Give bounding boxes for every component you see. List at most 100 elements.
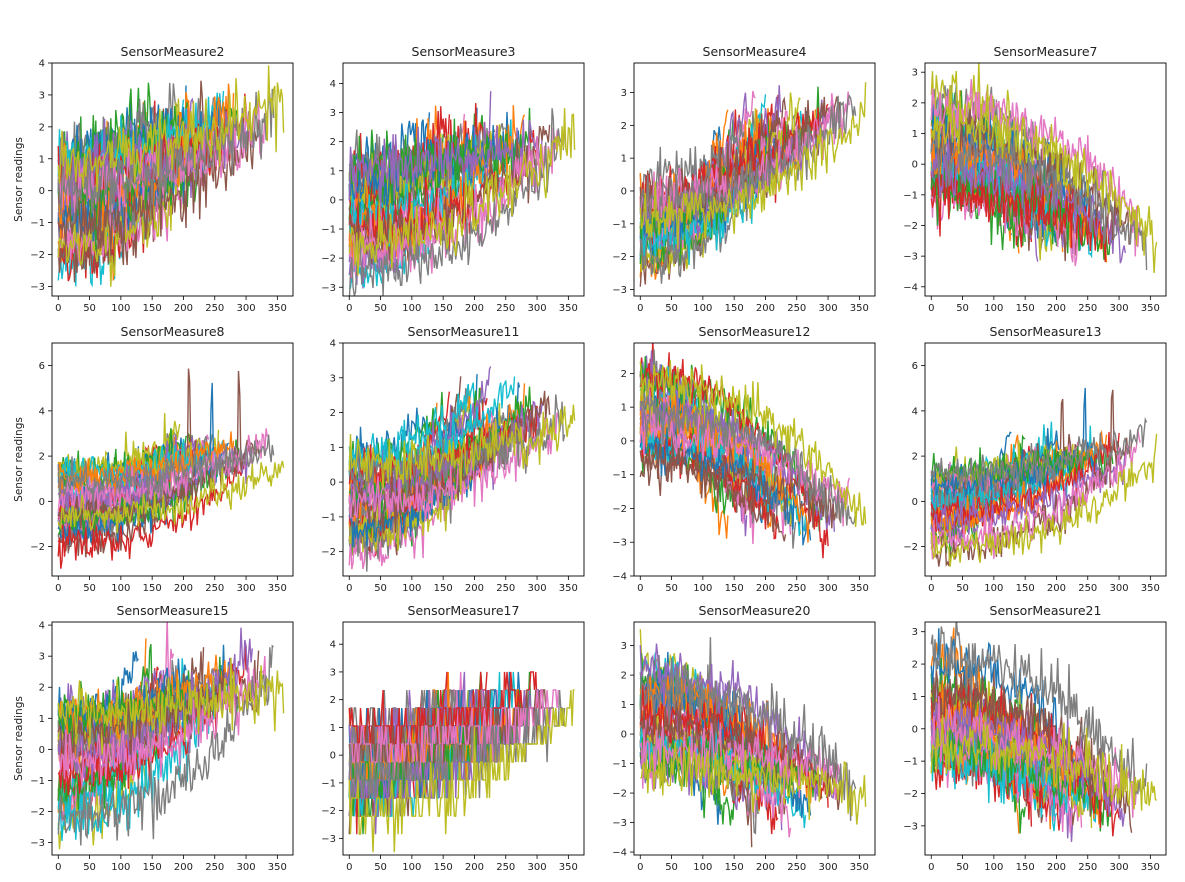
axes-frame — [924, 62, 1167, 297]
y-tick-label: −4 — [612, 572, 627, 583]
x-tick-label: 0 — [346, 303, 352, 314]
x-tick-label: 150 — [1016, 303, 1035, 314]
subplot-8: 0 50 100 150 200 250 300 350 −2 0 2 4 6 SensorMeasure… — [903, 324, 1167, 594]
y-tick-label: 2 — [330, 137, 336, 148]
x-tick-label: 150 — [725, 862, 744, 873]
y-tick-label: −2 — [612, 789, 627, 800]
x-tick-label: 200 — [465, 303, 484, 314]
series-line — [639, 82, 867, 249]
x-tick-label: 350 — [850, 583, 869, 594]
x-tick-label: 50 — [83, 862, 96, 873]
x-tick-label: 300 — [1110, 583, 1129, 594]
y-tick-label: 0 — [912, 160, 918, 171]
series-lines — [639, 343, 867, 559]
y-tick-label: −2 — [30, 807, 45, 818]
y-tick-label: 6 — [39, 361, 45, 372]
x-tick-label: 50 — [83, 583, 96, 594]
x-tick-label: 250 — [205, 583, 224, 594]
series-lines — [57, 368, 285, 569]
x-tick-label: 350 — [268, 583, 287, 594]
y-tick-label: 3 — [330, 108, 336, 119]
x-tick-label: 200 — [174, 862, 193, 873]
y-tick-label: 0 — [39, 497, 45, 508]
y-tick-label: 0 — [330, 478, 336, 489]
x-tick-label: 100 — [111, 583, 130, 594]
x-tick-label: 300 — [237, 862, 256, 873]
y-tick-label: 2 — [39, 452, 45, 463]
axes-frame — [633, 621, 876, 856]
x-tick-label: 300 — [819, 303, 838, 314]
subplot-4: 0 50 100 150 200 250 300 350 −4 −3 −2 −1 0 1 2 3 SensorM… — [903, 44, 1167, 314]
x-tick-label: 300 — [1110, 862, 1129, 873]
series-line — [930, 717, 1083, 833]
subplot-title: SensorMeasure21 — [990, 603, 1102, 618]
x-tick-label: 200 — [465, 862, 484, 873]
x-tick-label: 200 — [756, 303, 775, 314]
y-tick-label: −2 — [321, 254, 336, 265]
y-tick-label: 4 — [39, 621, 45, 632]
subplot-12: 0 50 100 150 200 250 300 350 −3 −2 −1 0 1 2 3 SensorMea… — [903, 603, 1167, 873]
y-tick-label: −1 — [321, 778, 336, 789]
x-tick-label: 100 — [402, 583, 421, 594]
subplot-5: 0 50 100 150 200 250 300 350 −2 0 2 4 6 SensorMeasure… — [13, 324, 294, 594]
y-tick-label: 2 — [39, 683, 45, 694]
x-tick-label: 350 — [850, 303, 869, 314]
x-tick-label: 150 — [725, 583, 744, 594]
x-tick-label: 300 — [1110, 303, 1129, 314]
y-tick-label: 3 — [621, 641, 627, 652]
x-tick-label: 50 — [956, 303, 969, 314]
x-tick-label: 250 — [1078, 862, 1097, 873]
x-tick-label: 0 — [346, 862, 352, 873]
series-line — [930, 433, 1158, 567]
x-tick-label: 0 — [637, 583, 643, 594]
series-line — [348, 671, 538, 763]
x-tick-label: 150 — [143, 862, 162, 873]
series-line — [348, 689, 575, 853]
subplot-7: 0 50 100 150 200 250 300 350 −4 −3 −2 −1 0 1 2 SensorMe… — [612, 324, 876, 594]
y-tick-label: −1 — [903, 757, 918, 768]
y-tick-label: 2 — [621, 369, 627, 380]
series-line — [348, 119, 544, 215]
axes-frame — [51, 621, 294, 856]
series-lines — [57, 622, 285, 850]
y-tick-label: −1 — [321, 225, 336, 236]
y-tick-label: −1 — [903, 190, 918, 201]
series-line — [639, 396, 857, 526]
x-tick-label: 300 — [528, 583, 547, 594]
x-tick-label: 100 — [693, 303, 712, 314]
x-tick-label: 0 — [55, 303, 61, 314]
y-tick-label: 0 — [39, 186, 45, 197]
series-lines — [348, 91, 576, 296]
x-tick-label: 200 — [1047, 303, 1066, 314]
axes-frame — [342, 62, 585, 297]
x-tick-label: 150 — [434, 303, 453, 314]
series-lines — [348, 671, 575, 853]
x-tick-label: 250 — [205, 303, 224, 314]
x-tick-label: 0 — [928, 862, 934, 873]
series-lines — [639, 82, 867, 287]
y-tick-label: 3 — [39, 652, 45, 663]
y-tick-label: −3 — [612, 818, 627, 829]
subplot-title: SensorMeasure13 — [990, 324, 1102, 339]
subplot-title: SensorMeasure7 — [994, 44, 1098, 59]
y-tick-label: 1 — [621, 154, 627, 165]
series-line — [930, 431, 1120, 534]
axes-frame — [924, 621, 1167, 856]
y-tick-label: −1 — [612, 219, 627, 230]
y-tick-label: 2 — [621, 121, 627, 132]
series-line — [57, 65, 285, 193]
x-tick-label: 250 — [787, 303, 806, 314]
y-tick-label: −2 — [903, 542, 918, 553]
y-tick-label: −1 — [612, 759, 627, 770]
x-tick-label: 250 — [1078, 583, 1097, 594]
x-tick-label: 0 — [928, 303, 934, 314]
subplot-9: 0 50 100 150 200 250 300 350 −3 −2 −1 0 1 2 3 4 SensorMe… — [13, 603, 294, 873]
x-tick-label: 50 — [374, 862, 387, 873]
subplot-title: SensorMeasure3 — [412, 44, 516, 59]
y-tick-label: −2 — [903, 789, 918, 800]
subplot-title: SensorMeasure15 — [117, 603, 229, 618]
series-line — [930, 622, 1148, 796]
x-tick-label: 50 — [956, 862, 969, 873]
x-tick-label: 200 — [1047, 583, 1066, 594]
series-line — [57, 460, 285, 534]
